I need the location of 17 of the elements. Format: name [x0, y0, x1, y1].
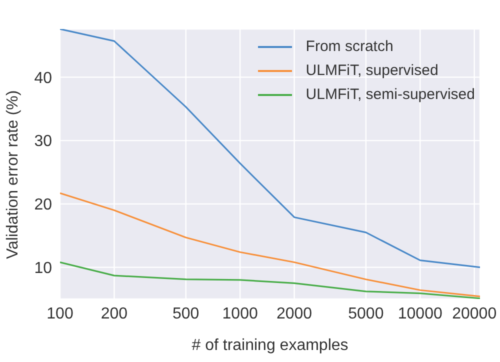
y-tick-label: 20: [34, 196, 52, 214]
x-tick-label: 20000: [452, 305, 497, 322]
x-tick-label: 100: [46, 305, 74, 322]
x-tick-label: 200: [100, 305, 128, 322]
y-tick-label: 40: [34, 70, 52, 87]
x-tick-label: 10000: [398, 305, 442, 322]
y-tick-label: 30: [34, 133, 52, 150]
legend-label: ULMFiT, semi-supervised: [306, 85, 475, 105]
x-tick-label: 1000: [222, 305, 258, 322]
x-tick-label: 2000: [276, 305, 312, 322]
legend-label: ULMFiT, supervised: [306, 61, 438, 81]
x-axis-title: # of training examples: [192, 337, 348, 354]
y-tick-label: 10: [34, 260, 52, 277]
x-tick-label: 5000: [348, 305, 384, 322]
y-axis-title: Validation error rate (%): [4, 90, 22, 259]
x-tick-label: 500: [172, 305, 200, 322]
legend-label: From scratch: [306, 37, 394, 57]
